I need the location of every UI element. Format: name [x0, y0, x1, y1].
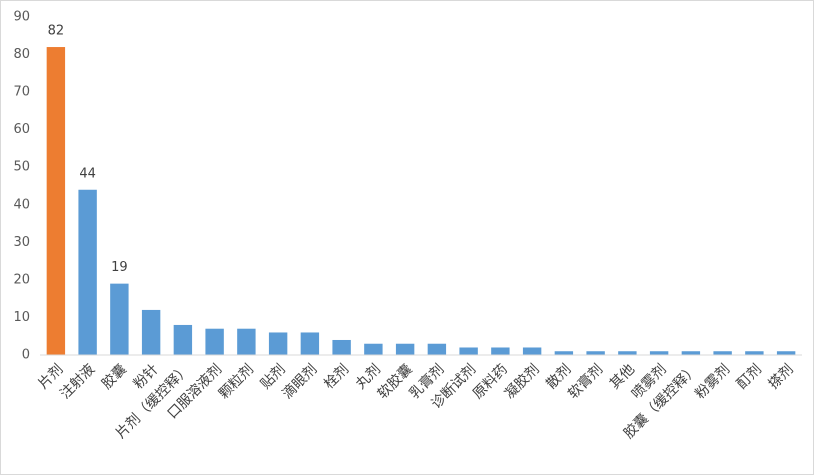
y-tick-label: 10 — [13, 310, 30, 325]
y-tick-label: 60 — [13, 122, 30, 137]
y-tick-label: 30 — [13, 235, 30, 250]
bar — [522, 347, 542, 355]
bar — [586, 351, 605, 355]
y-tick-label: 70 — [13, 85, 30, 100]
bar — [237, 328, 256, 355]
bar — [78, 189, 97, 355]
bar — [713, 351, 732, 355]
bar — [745, 351, 764, 355]
y-tick-label: 0 — [22, 348, 30, 363]
bar — [332, 339, 351, 355]
data-label: 19 — [111, 260, 128, 275]
bar — [649, 351, 669, 355]
bar — [491, 347, 510, 355]
bar — [459, 347, 478, 355]
y-tick-label: 50 — [13, 160, 30, 175]
y-tick-label: 80 — [13, 47, 30, 62]
data-label: 82 — [48, 24, 65, 39]
bar — [300, 332, 320, 355]
bar — [395, 343, 415, 355]
data-label: 44 — [79, 166, 96, 181]
y-tick-label: 90 — [13, 10, 30, 25]
bar — [776, 351, 796, 355]
y-tick-label: 20 — [13, 272, 30, 287]
bar — [681, 351, 701, 355]
bar — [268, 332, 288, 355]
bar — [205, 328, 224, 355]
bar — [554, 351, 574, 355]
bar — [173, 324, 193, 355]
bar — [110, 283, 129, 355]
bar — [46, 47, 66, 356]
y-tick-label: 40 — [13, 197, 30, 212]
bar — [618, 351, 637, 355]
bar — [427, 343, 447, 355]
bar — [141, 309, 161, 355]
bar — [364, 343, 383, 355]
